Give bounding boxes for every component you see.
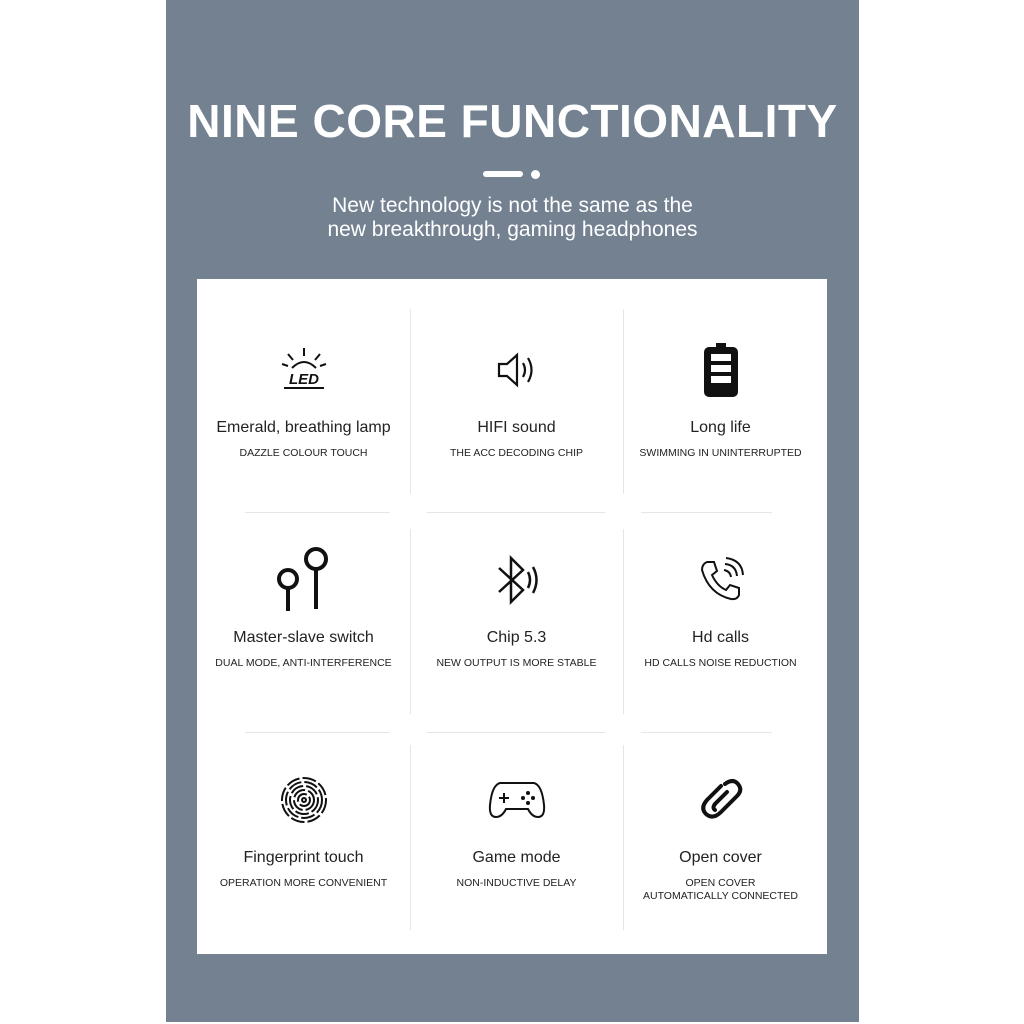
feature-master-slave: Master-slave switch DUAL MODE, ANTI-INTE… [197,545,410,670]
feature-hifi: HIFI sound THE ACC DECODING CHIP [410,335,623,460]
feature-subtitle: HD CALLS NOISE REDUCTION [644,657,797,669]
feature-title: HIFI sound [477,419,556,436]
feature-open-cover: Open cover OPEN COVER AUTOMATICALLY CONN… [614,765,827,903]
feature-fingerprint: Fingerprint touch OPERATION MORE CONVENI… [197,765,410,890]
subtitle-line-2: new breakthrough, gaming headphones [327,218,698,241]
feature-subtitle: OPERATION MORE CONVENIENT [219,877,388,889]
led-icon: LED [197,335,410,405]
phone-call-icon [614,545,827,615]
speaker-icon [410,335,623,405]
feature-title: Fingerprint touch [243,849,364,866]
link-icon [614,765,827,835]
feature-subtitle: SWIMMING IN UNINTERRUPTED [639,447,802,459]
fingerprint-icon [197,765,410,835]
feature-title: Game mode [472,849,561,866]
subtitle: New technology is not the same as the ne… [166,194,859,242]
feature-subtitle: DAZZLE COLOUR TOUCH [239,447,368,459]
subtitle-line-1: New technology is not the same as the [332,194,693,217]
title-decoration [483,170,543,179]
page-title: NINE CORE FUNCTIONALITY [187,95,838,147]
feature-title: Hd calls [692,629,749,646]
feature-subtitle: NEW OUTPUT IS MORE STABLE [436,657,597,669]
feature-long-life: Long life SWIMMING IN UNINTERRUPTED [614,335,827,460]
feature-game-mode: Game mode NON-INDUCTIVE DELAY [410,765,623,890]
feature-chip: Chip 5.3 NEW OUTPUT IS MORE STABLE [410,545,623,670]
feature-title: Master-slave switch [233,629,374,646]
gamepad-icon [410,765,623,835]
feature-subtitle: THE ACC DECODING CHIP [449,447,583,459]
features-card: LED Emerald, breathing lamp DAZZLE COLOU… [197,279,827,954]
svg-text:LED: LED [289,371,319,388]
feature-title: Emerald, breathing lamp [216,419,391,436]
battery-icon [614,335,827,405]
feature-title: Chip 5.3 [486,629,547,646]
feature-led: LED Emerald, breathing lamp DAZZLE COLOU… [197,335,410,460]
earbuds-icon [197,545,410,615]
feature-subtitle: DUAL MODE, ANTI-INTERFERENCE [215,657,392,669]
feature-subtitle: OPEN COVER AUTOMATICALLY CONNECTED [643,877,798,902]
feature-hd-calls: Hd calls HD CALLS NOISE REDUCTION [614,545,827,670]
feature-title: Open cover [679,849,762,866]
bluetooth-icon [410,545,623,615]
feature-subtitle: NON-INDUCTIVE DELAY [456,877,577,889]
feature-title: Long life [690,419,751,436]
